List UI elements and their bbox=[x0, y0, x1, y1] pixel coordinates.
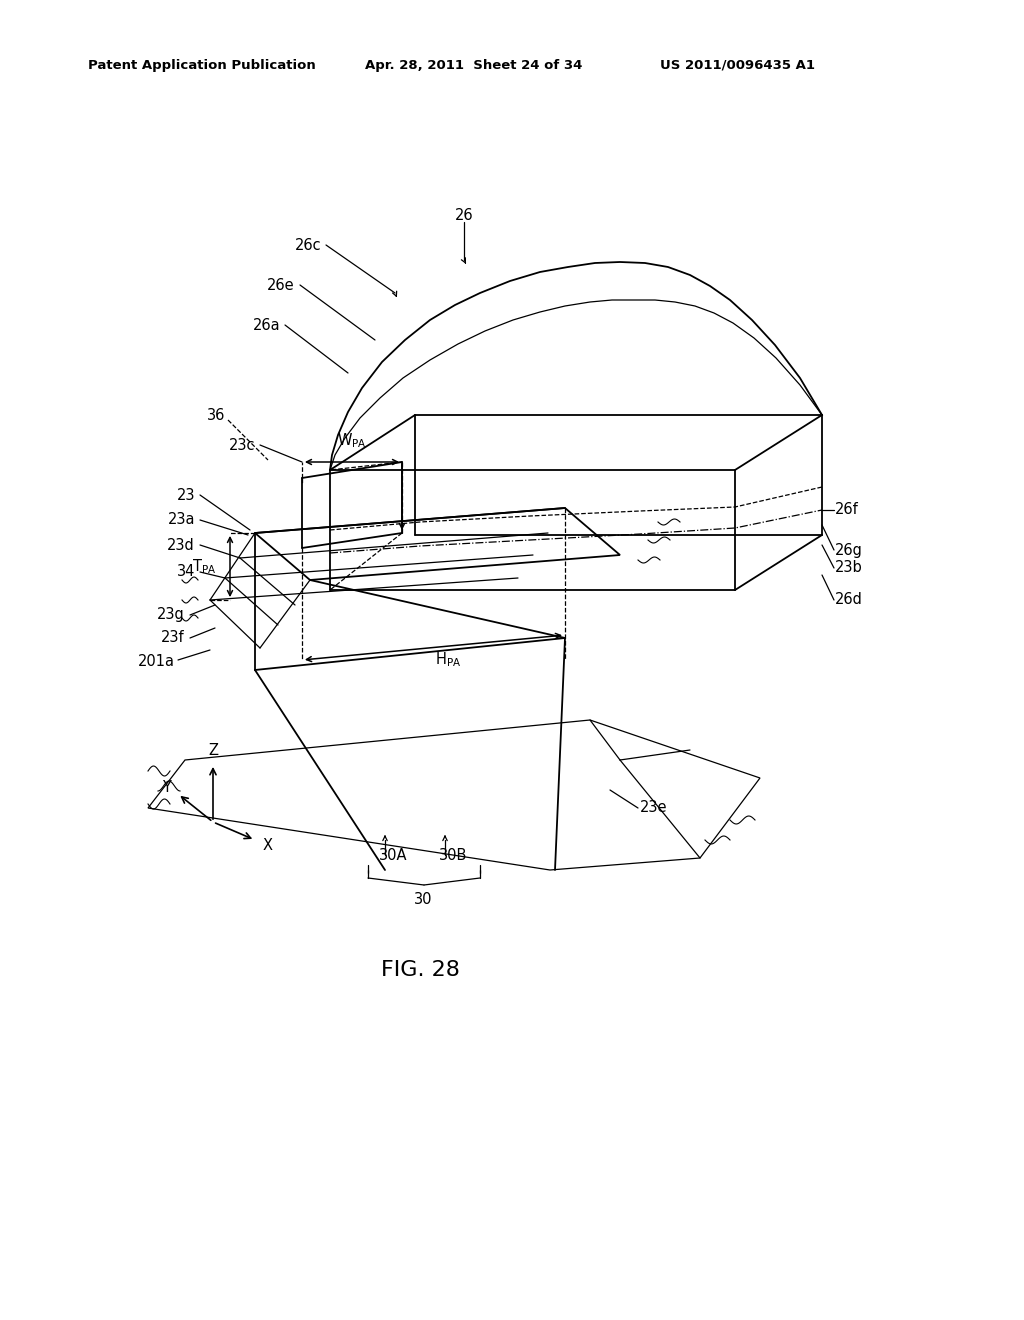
Text: 23b: 23b bbox=[835, 561, 863, 576]
Text: 23d: 23d bbox=[167, 537, 195, 553]
Text: 34: 34 bbox=[176, 565, 195, 579]
Text: 26e: 26e bbox=[267, 277, 295, 293]
Text: 30B: 30B bbox=[439, 847, 467, 862]
Text: FIG. 28: FIG. 28 bbox=[381, 960, 460, 979]
Text: 23c: 23c bbox=[228, 437, 255, 453]
Text: 23e: 23e bbox=[640, 800, 668, 816]
Text: 26a: 26a bbox=[252, 318, 280, 333]
Text: 23a: 23a bbox=[168, 512, 195, 528]
Text: Z: Z bbox=[208, 743, 218, 758]
Text: 26c: 26c bbox=[295, 238, 322, 252]
Text: Patent Application Publication: Patent Application Publication bbox=[88, 58, 315, 71]
Text: T$_{\mathrm{PA}}$: T$_{\mathrm{PA}}$ bbox=[191, 557, 216, 577]
Text: 30A: 30A bbox=[379, 847, 408, 862]
Text: 23f: 23f bbox=[162, 631, 185, 645]
Text: 23: 23 bbox=[176, 487, 195, 503]
Text: 26f: 26f bbox=[835, 503, 859, 517]
Text: 201a: 201a bbox=[138, 655, 175, 669]
Text: X: X bbox=[263, 838, 273, 854]
Text: 26: 26 bbox=[455, 207, 473, 223]
Text: Apr. 28, 2011  Sheet 24 of 34: Apr. 28, 2011 Sheet 24 of 34 bbox=[365, 58, 583, 71]
Text: 26d: 26d bbox=[835, 593, 863, 607]
Text: 30: 30 bbox=[414, 892, 432, 908]
Text: Y: Y bbox=[162, 780, 171, 796]
Text: 26g: 26g bbox=[835, 543, 863, 557]
Text: US 2011/0096435 A1: US 2011/0096435 A1 bbox=[660, 58, 815, 71]
Text: 36: 36 bbox=[207, 408, 225, 422]
Text: 23g: 23g bbox=[158, 607, 185, 623]
Text: W$_{\mathrm{PA}}$: W$_{\mathrm{PA}}$ bbox=[337, 432, 367, 450]
Text: H$_{\mathrm{PA}}$: H$_{\mathrm{PA}}$ bbox=[435, 651, 461, 669]
